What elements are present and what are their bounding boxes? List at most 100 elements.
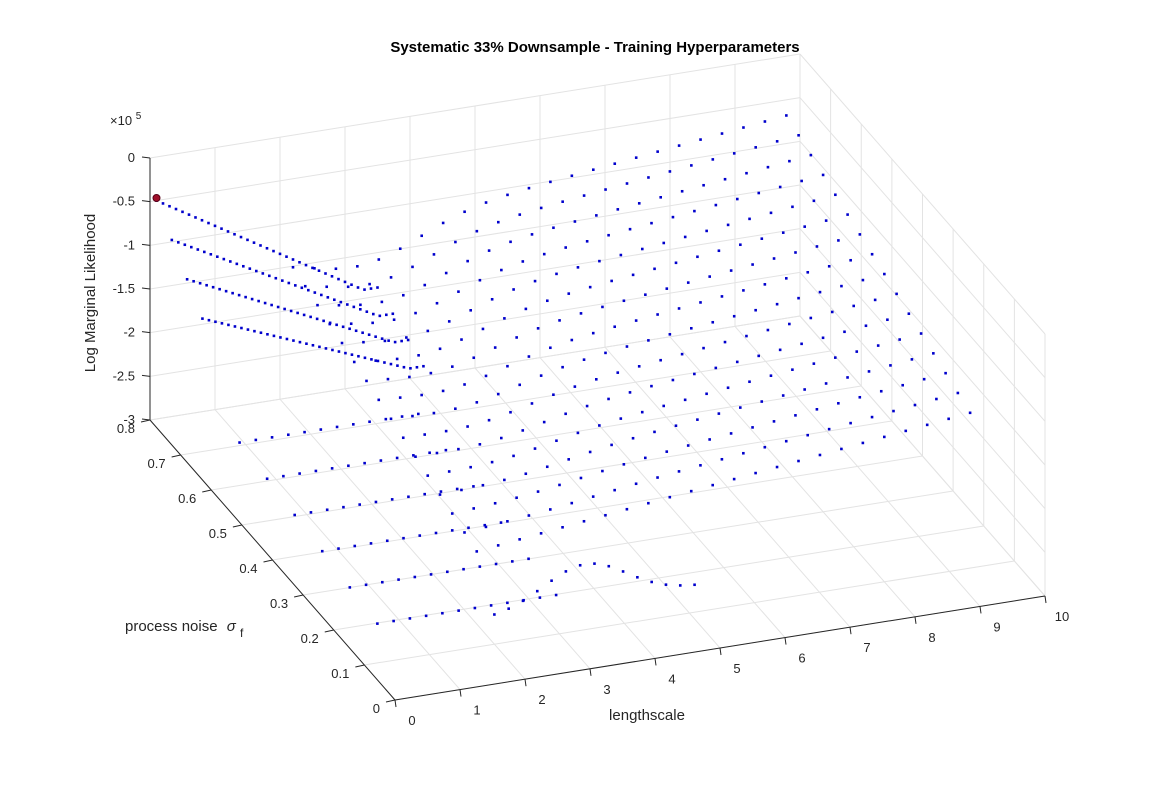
data-point xyxy=(192,279,195,283)
data-point xyxy=(254,438,258,442)
data-point xyxy=(794,414,797,417)
data-point xyxy=(420,393,423,397)
data-point xyxy=(499,521,503,524)
data-point xyxy=(303,284,307,288)
data-point xyxy=(876,344,880,347)
data-point xyxy=(365,379,368,383)
data-point xyxy=(463,531,466,534)
data-point xyxy=(246,238,249,242)
data-point xyxy=(294,284,297,287)
data-point xyxy=(883,435,886,439)
data-point xyxy=(613,325,616,329)
data-point xyxy=(324,347,328,350)
data-point xyxy=(539,206,543,210)
data-point xyxy=(423,492,426,496)
data-point xyxy=(319,428,323,431)
data-point xyxy=(619,253,623,257)
data-point xyxy=(341,325,345,329)
data-point xyxy=(595,214,598,217)
data-point xyxy=(622,299,626,303)
data-point xyxy=(901,383,904,387)
data-point xyxy=(233,325,237,328)
data-point xyxy=(475,550,479,553)
data-point xyxy=(702,346,705,350)
x-tick-label: 7 xyxy=(863,640,870,655)
data-point xyxy=(812,362,816,365)
data-point xyxy=(494,562,498,566)
z-tick-label: -3 xyxy=(123,412,135,427)
data-point xyxy=(788,322,791,326)
floor-grid-line-y xyxy=(241,420,892,526)
data-point xyxy=(503,317,506,320)
x-tick-mark xyxy=(849,627,852,635)
data-point xyxy=(418,534,422,537)
data-point xyxy=(757,191,761,195)
data-point xyxy=(735,360,739,364)
data-point xyxy=(412,454,415,457)
data-point xyxy=(368,282,371,286)
data-point xyxy=(409,367,412,370)
data-point xyxy=(441,611,444,615)
data-point xyxy=(266,333,269,336)
data-point xyxy=(493,501,497,505)
data-point xyxy=(325,508,329,512)
data-point xyxy=(287,281,291,285)
data-point xyxy=(607,397,610,401)
data-point xyxy=(775,465,779,469)
data-point xyxy=(582,519,586,523)
data-point xyxy=(834,356,837,359)
back-grid-line-z xyxy=(149,184,801,290)
data-point xyxy=(205,283,208,287)
back-grid-line-z xyxy=(149,53,801,159)
data-point xyxy=(573,385,577,388)
data-point xyxy=(335,323,338,327)
data-point xyxy=(748,380,751,384)
data-point xyxy=(187,213,191,216)
data-point xyxy=(309,315,312,319)
data-point xyxy=(751,426,754,429)
data-point xyxy=(473,606,477,610)
data-point xyxy=(263,301,267,305)
data-point xyxy=(634,482,638,486)
data-point xyxy=(821,336,825,340)
data-point xyxy=(766,328,770,332)
data-point xyxy=(791,368,794,371)
x-tick-label: 8 xyxy=(928,630,935,645)
x-tick-label: 9 xyxy=(993,619,1000,634)
data-point xyxy=(395,357,399,361)
data-point xyxy=(668,333,672,336)
data-point xyxy=(406,338,410,342)
floor-grid-line-y xyxy=(211,385,862,491)
data-point xyxy=(429,573,433,576)
data-point xyxy=(161,202,165,205)
data-point xyxy=(809,316,813,320)
data-point xyxy=(380,300,384,304)
data-point xyxy=(720,132,724,135)
data-point xyxy=(913,403,917,407)
data-point xyxy=(683,235,687,239)
data-point xyxy=(203,250,206,254)
data-point xyxy=(408,617,412,620)
data-point xyxy=(591,495,595,498)
data-point xyxy=(641,247,644,251)
data-point xyxy=(708,275,711,278)
data-point xyxy=(769,374,773,377)
data-point xyxy=(705,229,708,233)
x-tick-mark xyxy=(784,637,787,645)
x-tick-mark xyxy=(914,616,917,624)
data-point xyxy=(686,444,690,447)
data-point xyxy=(696,418,699,421)
data-point xyxy=(311,343,315,347)
data-point xyxy=(591,331,595,335)
x-tick-label: 2 xyxy=(538,692,545,707)
data-point xyxy=(331,348,334,352)
data-point xyxy=(322,319,325,323)
data-point xyxy=(680,352,684,356)
data-point xyxy=(662,404,665,408)
data-point xyxy=(558,319,561,322)
data-point xyxy=(339,300,343,304)
data-point xyxy=(800,342,803,346)
data-point xyxy=(326,296,330,299)
data-point xyxy=(455,487,459,491)
data-point xyxy=(552,393,555,397)
